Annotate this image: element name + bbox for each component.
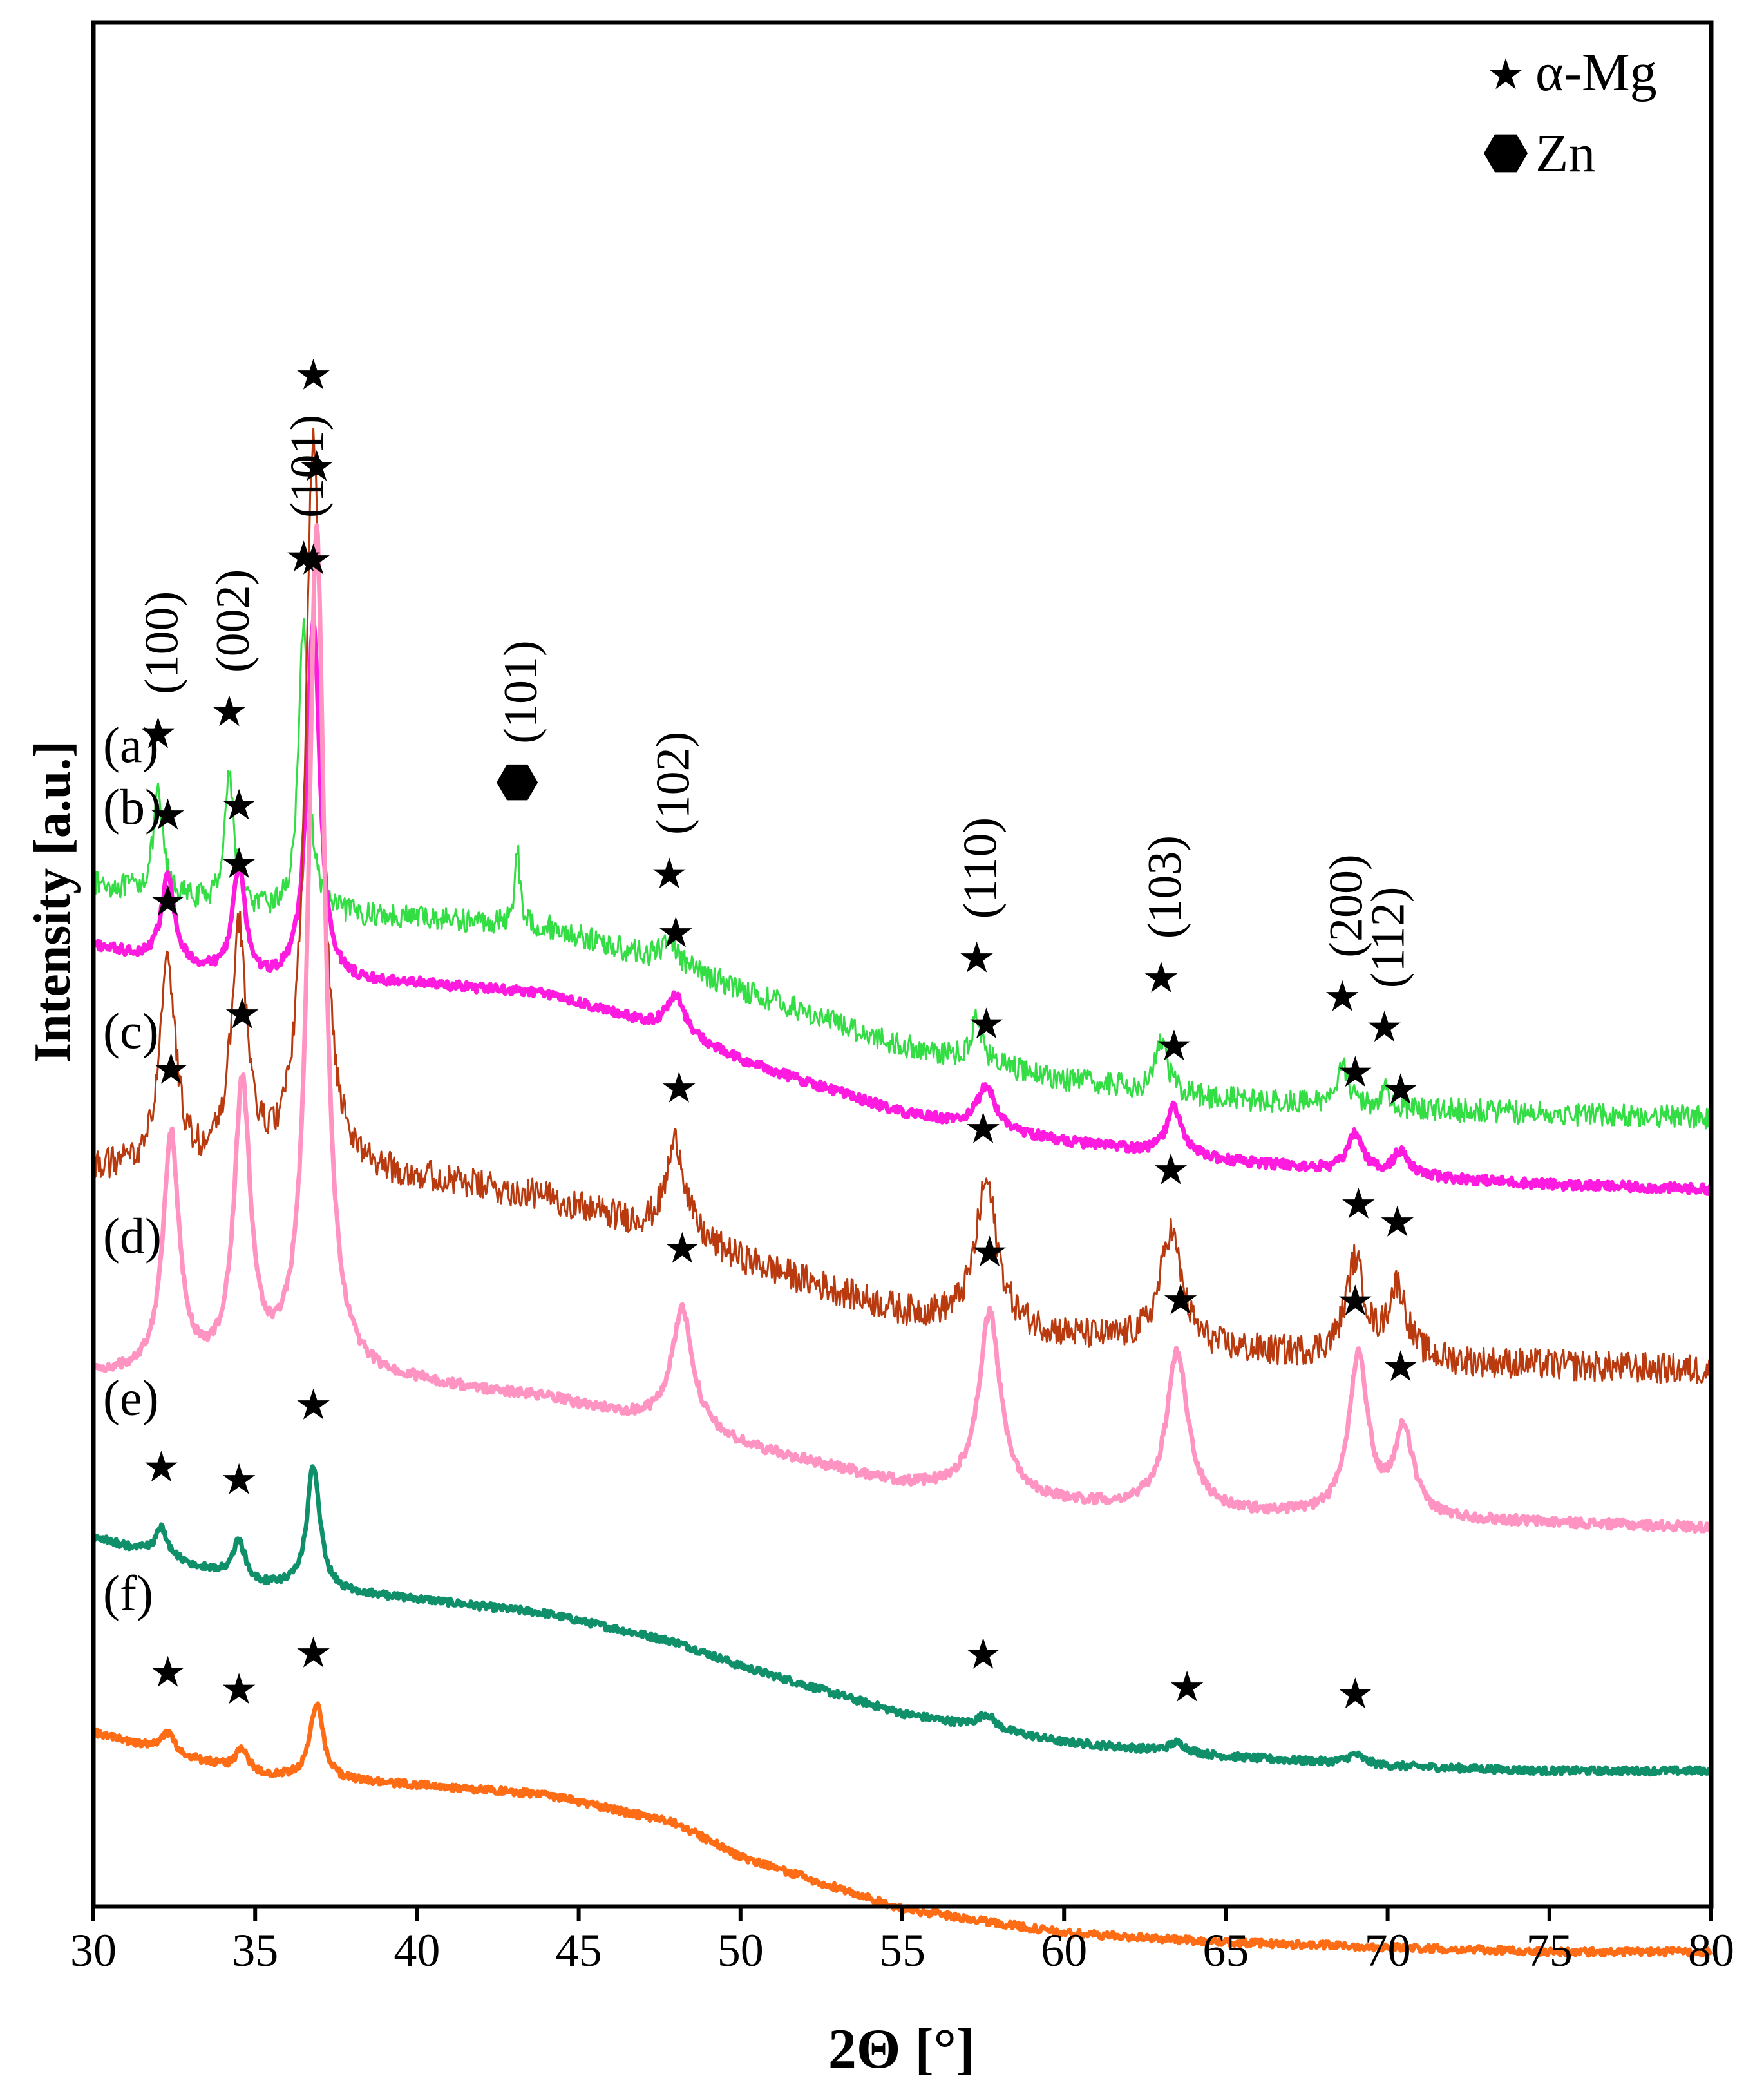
miller-index-label: (101) [281,415,334,518]
series-label: (f) [103,1565,153,1621]
peak-marker-star: ★ [298,444,336,491]
peak-marker-star: ★ [1336,1671,1374,1718]
x-tick-label: 35 [232,1925,278,1976]
x-tick-label: 80 [1688,1925,1734,1976]
peak-marker-star: ★ [285,534,323,581]
legend-hexagon-icon [1484,134,1528,173]
peak-marker-star: ★ [149,1649,187,1696]
series-label: (b) [103,779,162,835]
x-tick-label: 45 [556,1925,602,1976]
series-label: (e) [103,1370,159,1426]
miller-index-label: (110) [954,817,1007,919]
x-tick-label: 70 [1365,1925,1411,1976]
series-line-3 [91,523,1712,1534]
peak-marker-star: ★ [294,352,332,399]
peak-marker-star: ★ [220,841,258,888]
peak-marker-star: ★ [139,710,177,757]
series-label: (a) [103,717,159,773]
peak-marker-star: ★ [1168,1664,1206,1711]
peak-marker-star: ★ [663,1225,701,1272]
peak-marker-star: ★ [967,1001,1005,1048]
miller-index-label: (100) [136,591,189,694]
peak-marker-star: ★ [1378,1199,1416,1246]
peak-marker-star: ★ [958,935,996,982]
peak-marker-star: ★ [294,537,332,584]
peak-marker-hexagon [497,764,538,801]
x-axis-title: 2Θ [°] [828,2018,975,2080]
peak-marker-star: ★ [149,792,187,839]
peak-marker-star: ★ [1336,1278,1374,1325]
peak-marker-star: ★ [1340,1181,1378,1228]
peak-marker-star: ★ [1152,1147,1190,1194]
series-label: (d) [103,1208,162,1264]
peak-marker-star: ★ [964,1106,1002,1153]
marker-layer: (a)★ ★★★★ ★ ★★(100) (002)(101)(101)(102)(110… [103,352,1419,1718]
legend-label: Zn [1535,124,1595,184]
miller-index-label: (002) [207,569,260,672]
peak-marker-star: ★ [152,1046,190,1093]
peak-marker-star: ★ [964,1631,1002,1678]
x-tick-label: 50 [717,1925,764,1976]
peak-marker-star: ★ [1381,1344,1419,1391]
x-axis-ticks: 30 35 40 45 50 55 60 65 70 75 80 [70,1907,1734,1976]
series-label: (c) [103,1003,159,1059]
x-tick-label: 30 [70,1925,117,1976]
peak-marker-star: ★ [1365,1004,1403,1051]
peak-marker-star: ★ [1323,974,1361,1021]
peak-marker-star: ★ [223,991,261,1038]
series-line-4 [91,1464,1714,1777]
miller-index-label: (112) [1362,887,1415,989]
miller-index-label: (101) [495,640,547,743]
y-axis-title: Intensity [a.u.] [24,741,81,1063]
peak-marker-star: ★ [220,782,258,829]
miller-index-label: (103) [1139,835,1191,938]
legend: ★ α-Mg Zn [1484,43,1657,184]
x-tick-label: 65 [1202,1925,1249,1976]
peak-marker-star: ★ [220,1666,258,1713]
peak-marker-star: ★ [650,851,688,898]
peak-marker-star: ★ [220,1456,258,1503]
peak-marker-star: ★ [210,689,248,736]
peak-marker-star: ★ [1381,1067,1419,1114]
peak-marker-star: ★ [294,1382,332,1429]
peak-marker-star: ★ [294,1630,332,1677]
peak-marker-star: ★ [142,1444,180,1491]
peak-marker-star: ★ [1336,1049,1374,1096]
peak-marker-star: ★ [1155,1023,1193,1070]
x-tick-label: 75 [1526,1925,1573,1976]
miller-index-label: (102) [647,732,699,835]
series-line-2 [92,428,1712,1385]
peak-marker-star: ★ [1161,1277,1199,1324]
series-line-0 [92,618,1712,1130]
x-tick-label: 40 [394,1925,440,1976]
peak-marker-star: ★ [660,1065,698,1112]
x-tick-label: 60 [1041,1925,1087,1976]
peak-marker-star: ★ [1142,955,1180,1002]
peak-marker-star: ★ [971,1229,1009,1276]
legend-star-icon: ★ [1486,52,1524,99]
miller-index-label: (200) [1320,854,1372,957]
peak-marker-star: ★ [149,878,187,925]
x-tick-label: 55 [879,1925,925,1976]
peak-marker-star: ★ [657,910,695,957]
legend-label: α-Mg [1535,43,1657,102]
series-line-1 [91,616,1714,1197]
